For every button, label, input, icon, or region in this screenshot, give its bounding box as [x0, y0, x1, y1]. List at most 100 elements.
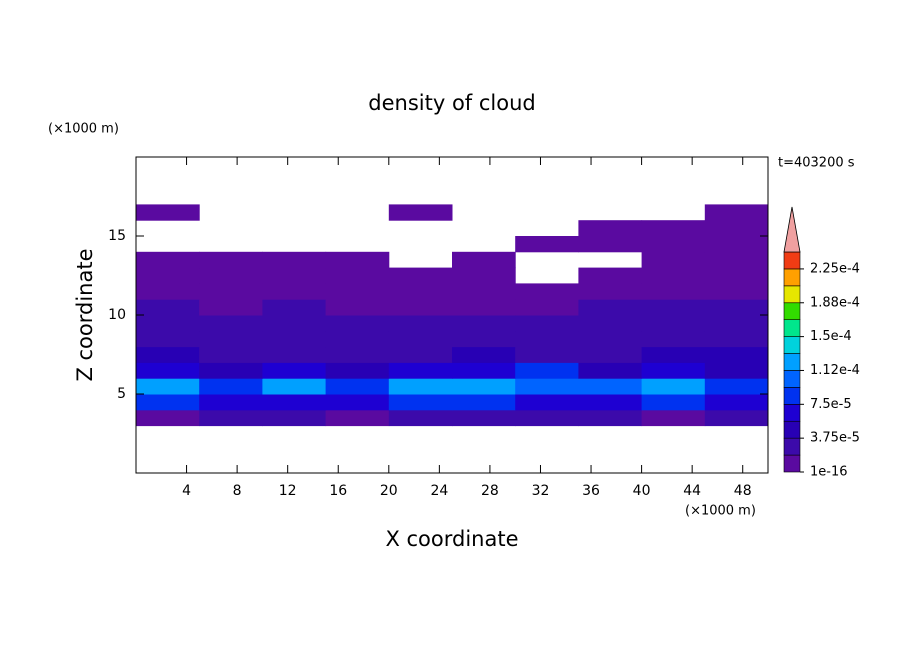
colorbar-box: [783, 319, 801, 337]
contour-cell: [641, 346, 706, 363]
y-tick-label: 5: [117, 386, 126, 402]
contour-cell: [704, 299, 769, 316]
contour-cell: [641, 283, 706, 300]
contour-cell: [325, 283, 390, 300]
chart-title: density of cloud: [368, 91, 535, 115]
contour-cell: [452, 409, 516, 427]
contour-cell: [136, 299, 200, 316]
contour-cell: [578, 267, 643, 284]
colorbar-box: [783, 353, 801, 371]
contour-cell: [388, 204, 453, 221]
contour-cell: [515, 236, 579, 253]
contour-cell: [388, 315, 453, 332]
contour-cell: [704, 236, 769, 253]
contour-cell: [325, 330, 390, 348]
contour-cell: [199, 315, 263, 332]
contour-cell: [262, 362, 327, 379]
y-unit: (×1000 m): [48, 122, 119, 137]
contour-cell: [704, 362, 769, 379]
contour-cell: [136, 346, 200, 363]
contour-cell: [641, 220, 706, 237]
contour-cell: [199, 251, 263, 269]
colorbar-tick-label: 1e-16: [810, 465, 848, 480]
contour-cell: [388, 378, 453, 395]
contour-cell: [578, 299, 643, 316]
x-tick-label: 24: [430, 483, 448, 499]
contour-cell: [452, 330, 516, 348]
x-tick-label: 16: [329, 483, 347, 499]
colorbar-box: [783, 404, 801, 422]
contour-cell: [388, 409, 453, 427]
contour-cell: [325, 409, 390, 427]
x-tick-label: 40: [633, 483, 651, 499]
contour-cell: [136, 378, 200, 395]
contour-cell: [262, 378, 327, 395]
colorbar-box: [783, 437, 801, 456]
contour-cell: [136, 283, 200, 300]
contour-cell: [452, 315, 516, 332]
contour-cell: [388, 299, 453, 316]
colorbar-box: [783, 336, 801, 354]
contour-cell: [578, 378, 643, 395]
colorbar-box: [783, 268, 801, 287]
contour-cell: [199, 394, 263, 411]
contour-cell: [262, 394, 327, 411]
colorbar-tick-label: 1.88e-4: [810, 295, 860, 310]
contour-cell: [704, 267, 769, 284]
contour-cell: [136, 409, 200, 427]
contour-cell: [452, 267, 516, 284]
contour-cell: [641, 315, 706, 332]
contour-cell: [704, 409, 769, 427]
x-tick-label: 28: [481, 483, 499, 499]
contour-cell: [578, 346, 643, 363]
y-tick-label: 15: [108, 228, 126, 244]
contour-cell: [515, 362, 579, 379]
contour-cell: [199, 267, 263, 284]
x-tick-label: 20: [380, 483, 398, 499]
contour-cell: [704, 204, 769, 221]
contour-cell: [704, 394, 769, 411]
contour-cell: [136, 330, 200, 348]
contour-cell: [641, 409, 706, 427]
contour-cell: [388, 283, 453, 300]
contour-cell: [704, 378, 769, 395]
contour-cell: [452, 346, 516, 363]
contour-cell: [452, 378, 516, 395]
contour-cell: [578, 220, 643, 237]
contour-cell: [641, 236, 706, 253]
contour-cell: [199, 330, 263, 348]
contour-cell: [704, 330, 769, 348]
x-tick-label: 8: [233, 483, 242, 499]
contour-cell: [452, 283, 516, 300]
x-tick-label: 48: [734, 483, 752, 499]
contour-cell: [704, 251, 769, 269]
colorbar-box: [783, 387, 801, 405]
contour-cell: [199, 346, 263, 363]
contour-cell: [515, 394, 579, 411]
colorbar-tick-label: 1.12e-4: [810, 363, 860, 378]
x-tick-label: 4: [182, 483, 191, 499]
contour-cell: [262, 267, 327, 284]
contour-cell: [199, 378, 263, 395]
contour-cell: [515, 330, 579, 348]
contour-cell: [262, 315, 327, 332]
contour-cell: [262, 346, 327, 363]
colorbar-tick-label: 2.25e-4: [810, 261, 860, 276]
contour-cell: [388, 394, 453, 411]
contour-cell: [641, 267, 706, 284]
contour-cell: [704, 220, 769, 237]
contour-cell: [388, 362, 453, 379]
x-tick-label: 44: [683, 483, 701, 499]
contour-cell: [515, 299, 579, 316]
contour-cell: [578, 394, 643, 411]
contour-cell: [388, 330, 453, 348]
contour-cell: [641, 330, 706, 348]
contour-cell: [578, 236, 643, 253]
contour-cell: [136, 394, 200, 411]
contour-cell: [325, 346, 390, 363]
contour-cell: [704, 346, 769, 363]
contour-cell: [325, 362, 390, 379]
contour-cell: [515, 409, 579, 427]
x-tick-label: 32: [532, 483, 550, 499]
contour-cell: [704, 315, 769, 332]
